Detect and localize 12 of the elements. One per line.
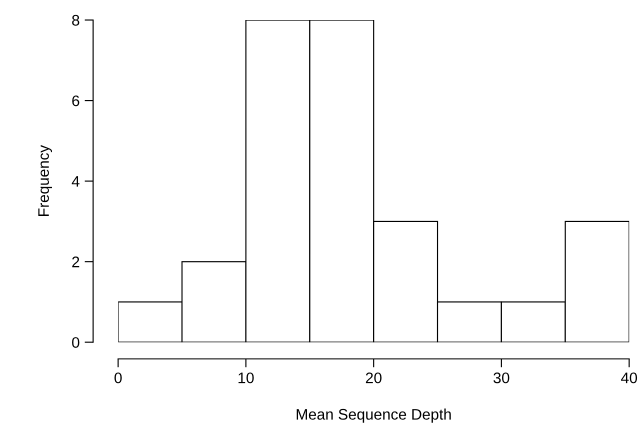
x-tick-label: 0 bbox=[114, 372, 122, 384]
y-tick-label: 6 bbox=[72, 95, 80, 106]
y-tick-label: 4 bbox=[72, 176, 80, 187]
x-axis-title: Mean Sequence Depth bbox=[296, 408, 451, 423]
y-tick-label: 8 bbox=[72, 14, 80, 26]
x-tick-label: 30 bbox=[493, 372, 510, 384]
y-tick-label: 2 bbox=[72, 256, 80, 268]
y-axis-title: Frequency bbox=[38, 145, 52, 216]
x-tick-label: 40 bbox=[621, 372, 638, 384]
y-tick-label: 0 bbox=[72, 337, 80, 348]
x-tick-label: 10 bbox=[238, 372, 254, 384]
x-tick-label: 20 bbox=[366, 372, 382, 384]
